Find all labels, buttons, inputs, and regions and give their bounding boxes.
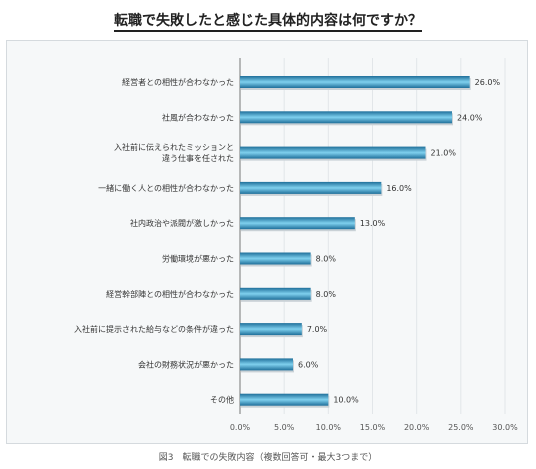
bar-value-label: 26.0% xyxy=(475,78,501,87)
bar xyxy=(240,181,382,194)
category-label: 経営者との相性が合わなかった xyxy=(122,77,234,87)
x-tick-label: 15.0% xyxy=(360,423,386,432)
bar-value-label: 10.0% xyxy=(333,396,359,405)
category-label: 社風が合わなかった xyxy=(162,112,234,122)
category-label: その他 xyxy=(210,395,234,405)
x-tick-label: 10.0% xyxy=(316,423,342,432)
category-label: 違う仕事を任された xyxy=(162,153,234,163)
bar-value-label: 21.0% xyxy=(431,149,457,158)
bar-value-label: 8.0% xyxy=(316,255,337,264)
category-label: 社内政治や派閥が激しかった xyxy=(130,218,234,228)
x-tick-label: 0.0% xyxy=(230,423,251,432)
category-label: 一緒に働く人との相性が合わなかった xyxy=(98,183,234,193)
category-label: 入社前に伝えられたミッションと xyxy=(114,142,234,152)
bar xyxy=(240,146,426,159)
bar xyxy=(240,323,302,336)
figure-caption: 図3 転職での失敗内容（複数回答可・最大3つまで） xyxy=(158,453,378,463)
category-label: 入社前に提示された給与などの条件が違った xyxy=(74,324,234,334)
category-label: 経営幹部陣との相性が合わなかった xyxy=(106,289,234,299)
category-label: 会社の財務状況が悪かった xyxy=(138,359,234,369)
bar xyxy=(240,76,470,88)
x-tick-label: 5.0% xyxy=(274,423,295,432)
bars xyxy=(240,76,471,408)
category-label: 労働環境が悪かった xyxy=(162,254,234,264)
x-axis-ticks: 0.0% 5.0% 10.0% 15.0% 20.0% 25.0% 30.0% xyxy=(230,423,518,432)
x-tick-label: 30.0% xyxy=(492,423,518,432)
bar-value-label: 24.0% xyxy=(457,113,483,122)
bar-value-label: 16.0% xyxy=(386,184,412,193)
category-labels: 経営者との相性が合わなかった社風が合わなかった入社前に伝えられたミッションと違う… xyxy=(74,77,234,405)
bar xyxy=(240,111,452,124)
bar-value-label: 8.0% xyxy=(316,290,337,299)
bar xyxy=(240,287,311,300)
bar-value-label: 6.0% xyxy=(298,360,319,369)
bar xyxy=(240,358,293,371)
chart-title: 転職で失敗したと感じた具体的内容は何ですか？ xyxy=(0,10,536,32)
bar xyxy=(240,217,355,230)
bar-value-label: 7.0% xyxy=(307,325,328,334)
bar-value-label: 13.0% xyxy=(360,219,386,228)
bar xyxy=(240,252,311,265)
bar xyxy=(240,393,329,406)
chart-frame xyxy=(6,40,528,444)
x-tick-label: 20.0% xyxy=(404,423,430,432)
x-tick-label: 25.0% xyxy=(448,423,474,432)
value-labels: 26.0% 24.0% 21.0% 16.0% 13.0% 8.0% 8.0% 7.0% 6.0… xyxy=(298,78,500,405)
chart-title-text: 転職で失敗したと感じた具体的内容は何ですか？ xyxy=(114,13,422,32)
